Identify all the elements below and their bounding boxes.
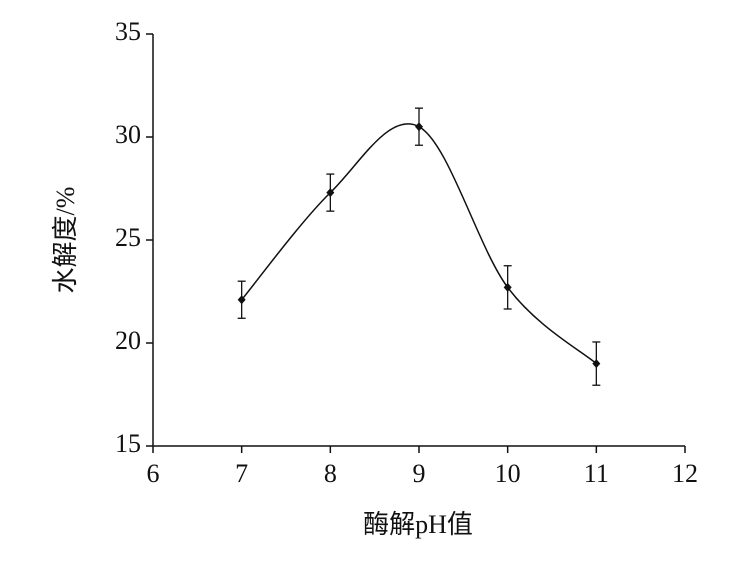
marker — [503, 282, 512, 292]
y-tick-label: 30 — [115, 120, 141, 149]
marker — [326, 188, 335, 198]
line — [241, 123, 597, 365]
x-tick-label: 9 — [413, 459, 426, 488]
marker — [415, 122, 423, 132]
x-tick-label: 6 — [147, 459, 160, 488]
y-tick-label: 20 — [115, 326, 141, 355]
x-axis-label: 酶解pH值 — [363, 510, 473, 539]
marker — [592, 359, 601, 369]
y-tick-label: 15 — [115, 429, 141, 458]
x-tick-label: 8 — [324, 459, 337, 488]
y-tick-label: 25 — [115, 223, 141, 252]
x-tick-label: 12 — [672, 459, 698, 488]
y-axis-label: 水解度/% — [51, 187, 80, 294]
y-tick-label: 35 — [115, 17, 141, 46]
marker — [237, 295, 246, 305]
x-tick-label: 10 — [495, 459, 521, 488]
x-tick-label: 11 — [584, 459, 609, 488]
x-tick-label: 7 — [235, 459, 248, 488]
